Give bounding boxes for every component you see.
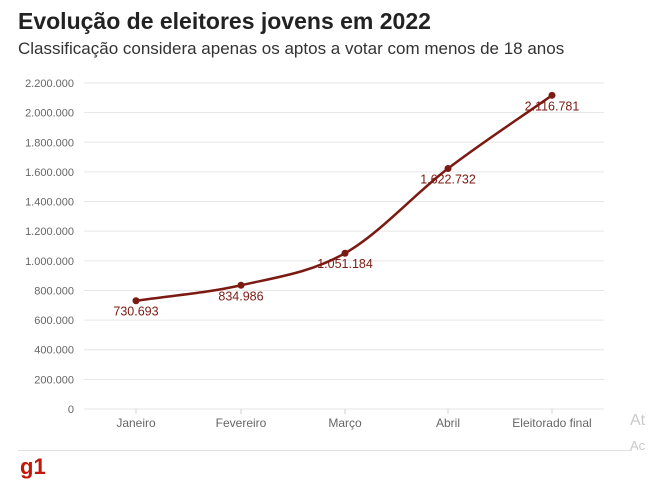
data-point	[341, 249, 349, 257]
x-axis-ticks: Janeiro Fevereiro Março Abril Eleitorado fin…	[116, 409, 592, 430]
data-point	[237, 281, 245, 289]
data-label: 1.051.184	[317, 257, 373, 271]
data-point	[548, 91, 556, 99]
y-tick-label: 0	[68, 404, 74, 416]
overlay-ghost-text-1: At	[630, 412, 646, 429]
y-tick-label: 200.000	[34, 374, 74, 386]
y-tick-label: 400.000	[34, 345, 74, 357]
data-label: 834.986	[218, 289, 263, 303]
data-point	[132, 297, 140, 305]
y-tick-label: 1.000.000	[25, 256, 74, 268]
data-label: 1.622.732	[420, 173, 476, 187]
y-tick-label: 1.200.000	[25, 226, 74, 238]
y-tick-label: 600.000	[34, 315, 74, 327]
chart-subtitle: Classificação considera apenas os aptos …	[18, 39, 565, 58]
g1-logo: g1	[20, 454, 46, 479]
y-tick-label: 1.400.000	[25, 197, 74, 209]
data-label: 730.693	[113, 305, 158, 319]
y-tick-label: 1.600.000	[25, 167, 74, 179]
x-tick-label: Abril	[436, 416, 460, 430]
x-tick-label: Janeiro	[116, 416, 156, 430]
y-tick-label: 2.200.000	[25, 78, 74, 90]
y-tick-label: 1.800.000	[25, 137, 74, 149]
y-tick-label: 2.000.000	[25, 108, 74, 120]
x-tick-label: Março	[328, 416, 362, 430]
footer-divider	[18, 450, 632, 451]
overlay-ghost-text-2: Ac	[630, 438, 646, 453]
data-points	[132, 91, 556, 305]
y-axis-ticks: 0 200.000 400.000 600.000 800.000 1.000.000 1.…	[25, 78, 74, 416]
data-point	[444, 165, 452, 173]
data-label: 2.116.781	[525, 99, 580, 113]
chart-title: Evolução de eleitores jovens em 2022	[18, 8, 431, 34]
x-tick-label: Eleitorado final	[512, 416, 591, 430]
gridlines	[84, 82, 604, 410]
data-labels: 730.693 834.986 1.051.184 1.622.732 2.116.78…	[113, 99, 579, 318]
y-tick-label: 800.000	[34, 285, 74, 297]
x-tick-label: Fevereiro	[216, 416, 267, 430]
